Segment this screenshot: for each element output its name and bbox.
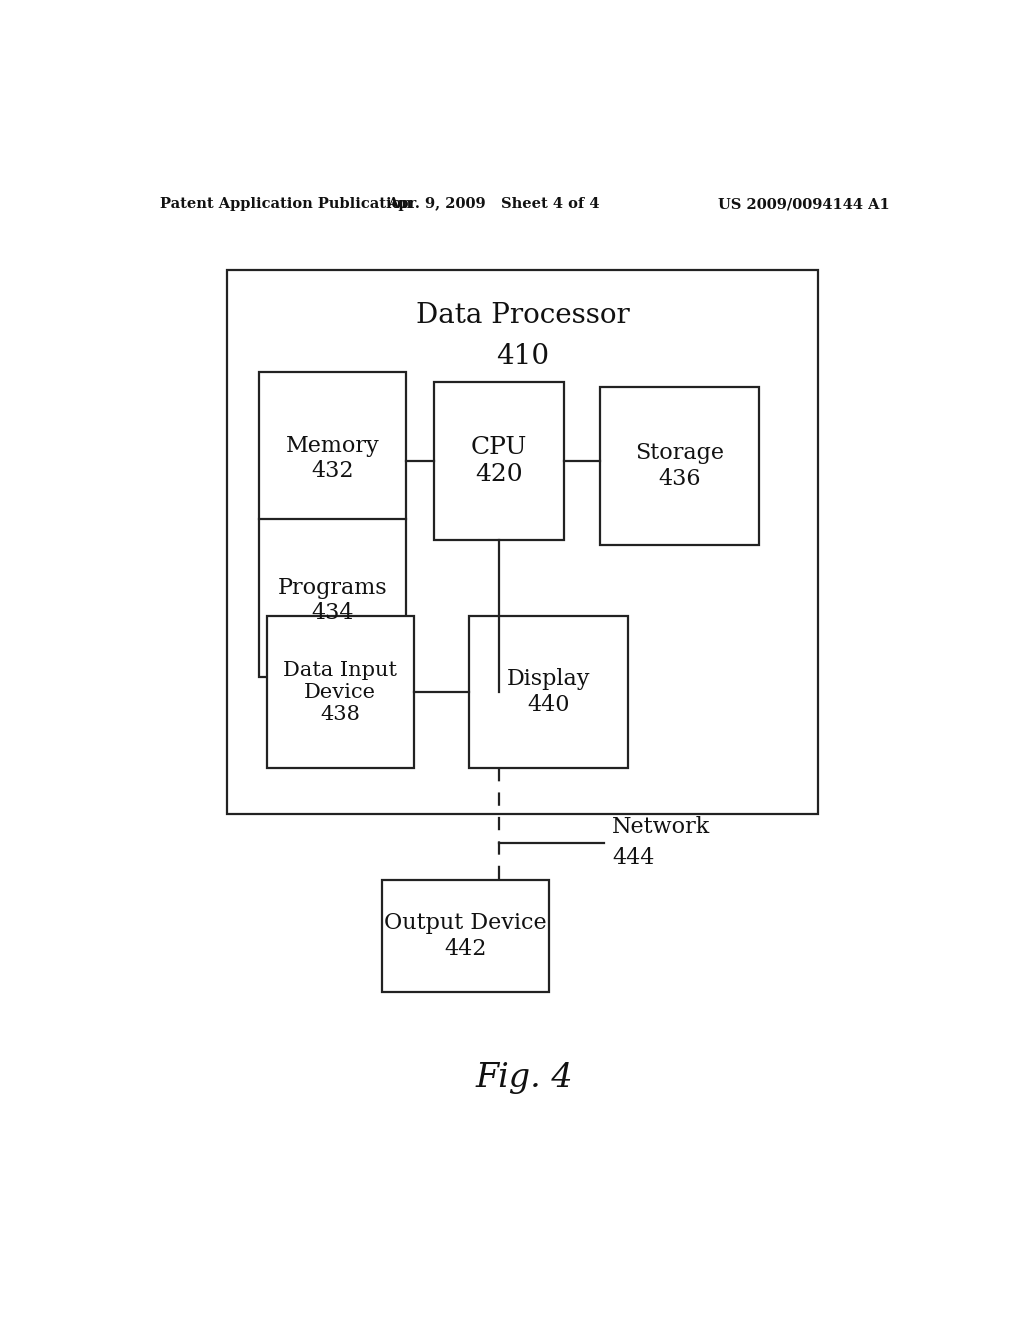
Bar (227, 271, 818, 814)
Text: Storage
436: Storage 436 (635, 442, 724, 490)
Text: Memory
432: Memory 432 (286, 434, 379, 482)
Text: Output Device
442: Output Device 442 (384, 912, 547, 960)
Text: Apr. 9, 2009   Sheet 4 of 4: Apr. 9, 2009 Sheet 4 of 4 (387, 197, 599, 211)
Bar (469, 615, 628, 768)
Text: Data Processor: Data Processor (416, 302, 630, 330)
Text: US 2009/0094144 A1: US 2009/0094144 A1 (718, 197, 890, 211)
Text: Display
440: Display 440 (507, 668, 591, 715)
Text: 444: 444 (612, 846, 654, 869)
Bar (433, 381, 564, 540)
Bar (382, 880, 549, 991)
Text: Network: Network (612, 816, 711, 838)
Bar (600, 387, 759, 545)
Text: 410: 410 (497, 343, 550, 370)
Bar (267, 615, 414, 768)
Text: Patent Application Publication: Patent Application Publication (160, 197, 412, 211)
Text: CPU
420: CPU 420 (471, 436, 527, 486)
Text: Fig. 4: Fig. 4 (476, 1063, 573, 1094)
Text: Programs
434: Programs 434 (278, 577, 387, 624)
Text: Data Input
Device
438: Data Input Device 438 (284, 660, 397, 723)
Bar (259, 372, 406, 677)
